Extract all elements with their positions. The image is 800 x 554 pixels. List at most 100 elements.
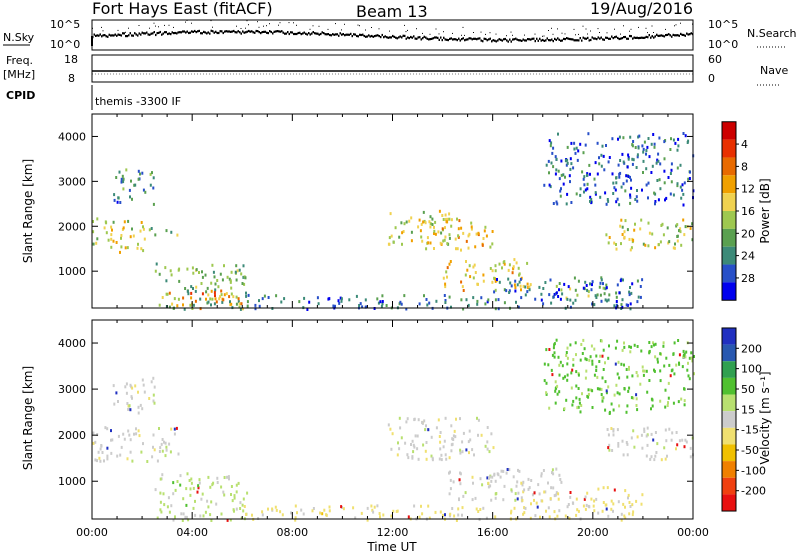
- data-cell: [614, 188, 617, 192]
- data-cell: [405, 220, 408, 224]
- data-cell: [683, 233, 686, 237]
- nsky-point: [183, 30, 185, 33]
- data-cell: [130, 179, 132, 183]
- data-cell: [445, 457, 448, 461]
- data-cell: [675, 447, 677, 451]
- data-cell: [625, 179, 628, 183]
- data-cell: [455, 519, 458, 522]
- data-cell: [451, 507, 454, 510]
- data-cell: [681, 365, 684, 369]
- data-cell: [545, 509, 547, 513]
- data-cell: [659, 240, 662, 244]
- data-cell: [559, 478, 562, 481]
- data-cell: [664, 388, 667, 392]
- data-cell: [617, 442, 620, 445]
- nsky-point: [192, 30, 194, 33]
- data-cell: [691, 222, 694, 226]
- data-cell: [602, 501, 605, 504]
- nsky-point: [204, 31, 206, 34]
- data-cell: [600, 153, 603, 157]
- data-cell: [515, 484, 518, 488]
- data-cell: [602, 154, 605, 158]
- nsky-point: [384, 35, 386, 38]
- data-cell: [650, 171, 653, 174]
- nsky-point: [659, 34, 661, 37]
- data-cell: [251, 513, 253, 517]
- data-cell: [428, 220, 431, 224]
- data-cell: [557, 169, 560, 173]
- data-cell: [515, 261, 518, 265]
- data-cell: [223, 493, 226, 497]
- colorbar-tick-label: -100: [741, 464, 766, 477]
- nsearch-point: [168, 24, 170, 26]
- data-cell: [267, 507, 269, 511]
- data-cell: [494, 515, 497, 519]
- data-cell: [560, 480, 563, 484]
- data-cell: [593, 347, 596, 351]
- data-cell: [652, 133, 655, 136]
- data-cell: [150, 380, 153, 384]
- nsky-point: [455, 38, 457, 41]
- data-cell: [635, 371, 638, 374]
- nsky-point: [201, 32, 203, 35]
- data-cell: [624, 505, 626, 509]
- data-cell: [435, 299, 438, 303]
- nsearch-point: [138, 25, 140, 26]
- data-cell: [429, 215, 432, 219]
- nsky-point: [326, 33, 328, 36]
- data-cell: [274, 505, 277, 509]
- data-cell: [510, 511, 512, 515]
- data-cell: [575, 353, 577, 357]
- data-cell: [630, 291, 633, 295]
- colorbar-segment: [722, 361, 736, 378]
- data-cell: [570, 162, 573, 166]
- nsky-point: [510, 40, 512, 43]
- data-cell: [235, 295, 238, 299]
- nsearch-point: [318, 25, 320, 27]
- data-cell: [462, 231, 465, 235]
- data-cell: [414, 434, 417, 438]
- data-cell: [462, 494, 465, 498]
- nsky-point: [647, 36, 649, 39]
- nsky-point: [570, 38, 572, 41]
- nsky-point: [225, 30, 227, 33]
- nsky-point: [423, 35, 425, 38]
- data-cell: [581, 392, 583, 396]
- data-cell: [642, 159, 645, 163]
- nsky-point: [674, 34, 676, 37]
- data-cell: [633, 343, 636, 347]
- nsky-point: [333, 33, 335, 36]
- nsky-point: [111, 34, 113, 37]
- data-cell: [510, 509, 513, 513]
- nsky-point: [266, 31, 268, 34]
- nsky-point: [437, 36, 439, 39]
- data-cell: [117, 196, 120, 200]
- data-cell: [552, 146, 555, 150]
- nsky-point: [108, 33, 110, 36]
- data-cell: [665, 196, 668, 200]
- velocity-heatmap: [92, 338, 695, 522]
- nsky-point: [203, 30, 205, 33]
- data-cell: [497, 307, 500, 311]
- nsky-point: [368, 34, 370, 37]
- data-cell: [290, 511, 292, 515]
- data-cell: [662, 344, 665, 348]
- nsky-point: [465, 38, 467, 41]
- data-cell: [182, 303, 184, 307]
- data-cell: [582, 286, 585, 290]
- data-cell: [608, 293, 611, 297]
- data-cell: [455, 417, 457, 421]
- nsky-point: [158, 31, 160, 34]
- nsearch-point: [371, 27, 372, 28]
- data-cell: [119, 250, 121, 254]
- data-cell: [581, 170, 584, 174]
- data-cell: [111, 438, 114, 442]
- data-cell: [198, 478, 201, 482]
- data-cell: [499, 475, 502, 479]
- nsky-point: [557, 37, 559, 40]
- data-cell: [195, 285, 198, 289]
- data-cell: [448, 456, 451, 460]
- data-cell: [376, 504, 379, 508]
- data-cell: [491, 269, 494, 273]
- data-cell: [92, 242, 95, 246]
